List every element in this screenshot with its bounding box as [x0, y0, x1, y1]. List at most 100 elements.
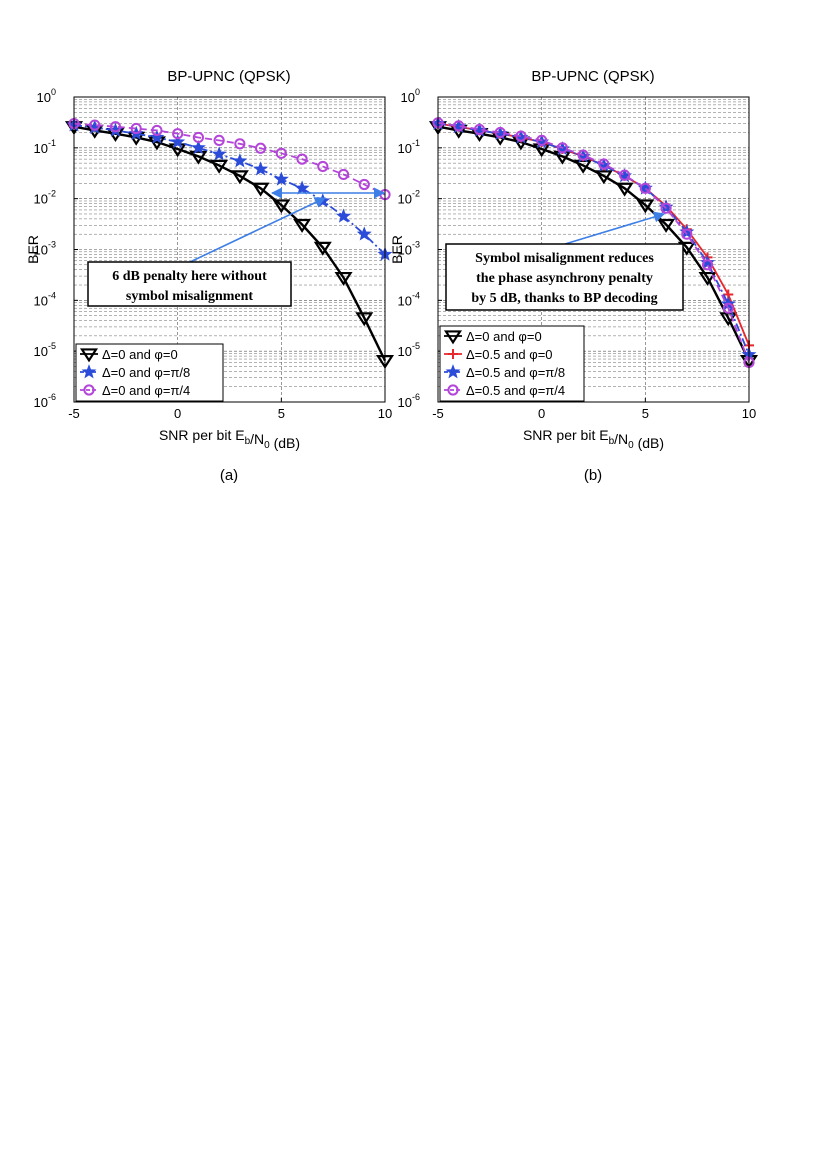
- data-point: [190, 139, 206, 155]
- data-point: [356, 226, 372, 241]
- data-point: [296, 153, 308, 165]
- legend-label: Δ=0 and φ=π/8: [102, 365, 190, 380]
- annotation-text: by 5 dB, thanks to BP decoding: [471, 291, 657, 306]
- data-point: [657, 218, 676, 233]
- x-tick-label: 10: [742, 406, 756, 421]
- data-point: [494, 126, 506, 139]
- annotation-box: [87, 261, 292, 307]
- annotation: 6 dB penalty here without symbol misalign…: [87, 187, 386, 307]
- data-point: [89, 119, 101, 131]
- annotation-text: symbol misalignment: [126, 289, 254, 304]
- y-tick-label: 10-3: [34, 240, 56, 258]
- data-point: [698, 271, 717, 286]
- data-point: [109, 121, 122, 133]
- y-tick-label: 10-6: [34, 392, 56, 410]
- legend-entry: Δ=0.5 and φ=π/8: [444, 364, 565, 380]
- data-point: [232, 153, 248, 168]
- legend-label: Δ=0.5 and φ=0: [466, 347, 553, 362]
- data-point: [594, 170, 613, 185]
- data-point: [681, 228, 693, 240]
- legend-entry: Δ=0.5 and φ=0: [444, 347, 553, 362]
- y-tick-label: 10-4: [398, 290, 420, 308]
- y-axis-label: BER: [389, 235, 405, 264]
- data-point: [515, 130, 527, 142]
- data-point: [210, 159, 229, 174]
- x-tick-label: 0: [174, 406, 181, 421]
- data-point: [213, 134, 225, 147]
- data-point: [660, 202, 672, 214]
- data-point: [598, 158, 610, 170]
- chart-panel-b: -5 0 5 10 100 10-1 10-2 10-3 10-4 10-5 10-6 BP-UPNC…: [389, 68, 759, 484]
- data-point: [130, 122, 142, 135]
- chart-panel-a: -5 0 5 10 100 10-1 10-2 10-3 10-4 10-5 10-6 BP-UPNC…: [25, 68, 395, 484]
- annotation-box: [445, 243, 684, 311]
- x-tick-label: -5: [432, 406, 444, 421]
- legend-entry: Δ=0 and φ=π/4: [80, 383, 190, 398]
- x-tick-label: -5: [68, 406, 80, 421]
- legend-label: Δ=0 and φ=0: [466, 329, 542, 344]
- series-line: [73, 125, 387, 362]
- x-tick-label: 5: [278, 406, 285, 421]
- data-point: [151, 124, 163, 137]
- x-tick-label: 0: [538, 406, 545, 421]
- data-point: [556, 142, 569, 154]
- data-point: [473, 123, 486, 136]
- data-point: [313, 241, 332, 256]
- data-point: [230, 170, 249, 185]
- legend-label: Δ=0.5 and φ=π/4: [466, 383, 565, 398]
- annotation-arrow: [564, 211, 666, 245]
- data-point: [189, 150, 208, 165]
- data-point: [192, 131, 204, 144]
- data-point: [615, 182, 634, 197]
- data-point: [273, 171, 289, 186]
- x-axis-label: SNR per bit Eb/N0 (dB): [523, 427, 664, 451]
- data-point: [275, 147, 287, 159]
- data-point: [172, 128, 184, 140]
- series-line: [73, 122, 386, 196]
- legend: Δ=0 and φ=0 Δ=0.5 and φ=0 Δ=0.5 and φ=π/8 Δ…: [439, 325, 585, 402]
- data-point: [447, 384, 459, 396]
- data-point: [251, 182, 270, 197]
- data-point: [445, 364, 461, 379]
- data-point: [334, 271, 353, 286]
- data-point: [253, 161, 269, 176]
- legend-entry: Δ=0 and φ=π/8: [80, 364, 190, 380]
- data-point: [619, 169, 631, 181]
- data-point: [149, 129, 165, 144]
- data-point: [293, 218, 312, 233]
- legend-box: [75, 343, 224, 402]
- chart-title: BP-UPNC (QPSK): [167, 68, 290, 85]
- data-point: [170, 134, 186, 149]
- chart-title: BP-UPNC (QPSK): [531, 68, 654, 85]
- data-point: [317, 160, 329, 173]
- data-point: [79, 348, 99, 363]
- data-point: [355, 312, 374, 327]
- y-tick-label: 10-2: [34, 189, 56, 207]
- legend: Δ=0 and φ=0 Δ=0 and φ=π/8 Δ=0 and φ=π/4: [75, 343, 224, 402]
- data-point: [272, 199, 291, 214]
- series-line: [437, 121, 750, 363]
- annotation-arrow: [189, 197, 327, 263]
- data-point: [448, 349, 458, 359]
- data-point: [83, 384, 95, 396]
- x-tick-label: 10: [378, 406, 392, 421]
- data-point: [658, 199, 674, 214]
- y-tick-label: 10-2: [398, 189, 420, 207]
- legend-label: Δ=0 and φ=π/4: [102, 383, 190, 398]
- data-point: [453, 120, 465, 132]
- data-point: [639, 182, 651, 194]
- data-point: [337, 168, 350, 181]
- y-tick-label: 100: [401, 87, 420, 105]
- legend-entry: Δ=0 and φ=0: [79, 347, 178, 363]
- annotation-text: Symbol misalignment reduces: [475, 251, 654, 266]
- legend-label: Δ=0 and φ=0: [102, 347, 178, 362]
- data-point: [679, 224, 695, 239]
- data-point: [722, 302, 734, 314]
- legend-box: [439, 325, 585, 402]
- y-tick-label: 10-5: [34, 341, 56, 359]
- x-axis-label: SNR per bit Eb/N0 (dB): [159, 427, 300, 451]
- y-axis-label: BER: [25, 235, 41, 264]
- annotation-text: 6 dB penalty here without: [112, 269, 267, 284]
- data-point: [701, 259, 714, 271]
- series-line: [73, 124, 386, 256]
